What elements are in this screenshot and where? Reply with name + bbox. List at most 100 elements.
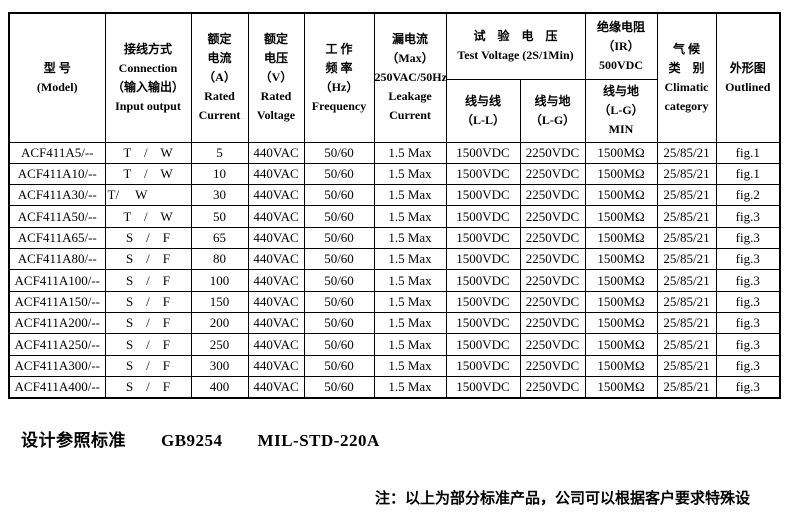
model-cell: ACF411A100/-- xyxy=(8,269,106,292)
rated-current-cell: 200 xyxy=(190,312,249,335)
test-voltage-ll-cell: 1500VDC xyxy=(445,184,521,207)
connection-cell: S / F xyxy=(104,354,192,378)
table-row: ACF411A200/-- S / F 200 440VAC 50/60 1.5… xyxy=(8,312,781,335)
frequency-cell: 50/60 xyxy=(303,162,375,186)
insulation-resistance-cell: 1500MΩ xyxy=(584,269,658,292)
frequency-cell: 50/60 xyxy=(303,354,375,378)
rated-current-cell: 50 xyxy=(190,205,249,228)
rated-voltage-cell: 440VAC xyxy=(247,354,305,378)
connection-cell: S / F xyxy=(104,312,192,335)
table-row: ACF411A100/-- S / F 100 440VAC 50/60 1.5… xyxy=(8,269,781,292)
rated-voltage-cell: 440VAC xyxy=(247,269,305,292)
insulation-resistance-cell: 1500MΩ xyxy=(584,226,658,250)
col-header-rated-current: 额定 电流 （A） Rated Current xyxy=(190,12,249,143)
rated-voltage-cell: 440VAC xyxy=(247,141,305,164)
leakage-current-cell: 1.5 Max xyxy=(373,141,447,164)
connection-cell: S / F xyxy=(104,248,192,271)
rated-current-cell: 300 xyxy=(190,354,249,378)
climatic-category-cell: 25/85/21 xyxy=(656,248,717,271)
test-voltage-ll-cell: 1500VDC xyxy=(445,205,521,228)
model-cell: ACF411A200/-- xyxy=(8,312,106,335)
leakage-current-cell: 1.5 Max xyxy=(373,269,447,292)
climatic-category-cell: 25/85/21 xyxy=(656,184,717,207)
model-cell: ACF411A400/-- xyxy=(8,376,106,399)
test-voltage-lg-cell: 2250VDC xyxy=(519,205,586,228)
rated-voltage-cell: 440VAC xyxy=(247,376,305,399)
rated-current-cell: 65 xyxy=(190,226,249,250)
rated-current-cell: 150 xyxy=(190,290,249,314)
test-voltage-ll-cell: 1500VDC xyxy=(445,290,521,314)
table-row: ACF411A50/-- T / W 50 440VAC 50/60 1.5 M… xyxy=(8,205,781,228)
outline-figure-cell: fig.3 xyxy=(715,269,781,292)
col-header-leakage-current: 漏电流 （Max） 250VAC/50Hz Leakage Current xyxy=(373,12,447,143)
leakage-current-cell: 1.5 Max xyxy=(373,248,447,271)
rated-current-cell: 100 xyxy=(190,269,249,292)
rated-voltage-cell: 440VAC xyxy=(247,290,305,314)
table-row: ACF411A80/-- S / F 80 440VAC 50/60 1.5 M… xyxy=(8,248,781,271)
test-voltage-lg-cell: 2250VDC xyxy=(519,226,586,250)
rated-voltage-cell: 440VAC xyxy=(247,248,305,271)
rated-current-cell: 5 xyxy=(190,141,249,164)
frequency-cell: 50/60 xyxy=(303,290,375,314)
leakage-current-cell: 1.5 Max xyxy=(373,376,447,399)
outline-figure-cell: fig.3 xyxy=(715,226,781,250)
model-cell: ACF411A250/-- xyxy=(8,333,106,356)
frequency-cell: 50/60 xyxy=(303,333,375,356)
leakage-current-cell: 1.5 Max xyxy=(373,354,447,378)
col-header-test-ll: 线与线 （L-L） xyxy=(445,78,521,143)
model-cell: ACF411A65/-- xyxy=(8,226,106,250)
leakage-current-cell: 1.5 Max xyxy=(373,162,447,186)
test-voltage-ll-cell: 1500VDC xyxy=(445,162,521,186)
design-standards-line: 设计参照标准 GB9254 MIL-STD-220A xyxy=(21,431,380,450)
insulation-resistance-cell: 1500MΩ xyxy=(584,376,658,399)
test-voltage-lg-cell: 2250VDC xyxy=(519,376,586,399)
model-cell: ACF411A300/-- xyxy=(8,354,106,378)
model-cell: ACF411A30/-- xyxy=(8,184,106,207)
model-cell: ACF411A150/-- xyxy=(8,290,106,314)
test-voltage-lg-cell: 2250VDC xyxy=(519,333,586,356)
spec-table-body: ACF411A5/-- T / W 5 440VAC 50/60 1.5 Max… xyxy=(8,141,781,399)
col-header-outline: 外形图 Outlined xyxy=(715,12,781,143)
test-voltage-ll-cell: 1500VDC xyxy=(445,141,521,164)
test-voltage-lg-cell: 2250VDC xyxy=(519,354,586,378)
insulation-resistance-cell: 1500MΩ xyxy=(584,333,658,356)
test-voltage-lg-cell: 2250VDC xyxy=(519,162,586,186)
leakage-current-cell: 1.5 Max xyxy=(373,312,447,335)
connection-cell: T / W xyxy=(104,162,192,186)
frequency-cell: 50/60 xyxy=(303,205,375,228)
note-line: 注：以上为部分标准产品，公司可以根据客户要求特殊设 xyxy=(375,491,751,507)
test-voltage-lg-cell: 2250VDC xyxy=(519,312,586,335)
outline-figure-cell: fig.3 xyxy=(715,290,781,314)
frequency-cell: 50/60 xyxy=(303,248,375,271)
leakage-current-cell: 1.5 Max xyxy=(373,290,447,314)
test-voltage-ll-cell: 1500VDC xyxy=(445,333,521,356)
climatic-category-cell: 25/85/21 xyxy=(656,141,717,164)
outline-figure-cell: fig.3 xyxy=(715,333,781,356)
col-header-insulation-resistance: 绝缘电阻 （IR） 500VDC xyxy=(584,12,658,80)
frequency-cell: 50/60 xyxy=(303,226,375,250)
col-header-frequency: 工 作 频 率 （Hz） Frequency xyxy=(303,12,375,143)
outline-figure-cell: fig.3 xyxy=(715,376,781,399)
connection-cell: S / F xyxy=(104,376,192,399)
rated-current-cell: 80 xyxy=(190,248,249,271)
rated-current-cell: 30 xyxy=(190,184,249,207)
leakage-current-cell: 1.5 Max xyxy=(373,226,447,250)
connection-cell: S / F xyxy=(104,269,192,292)
leakage-current-cell: 1.5 Max xyxy=(373,184,447,207)
col-header-model: 型 号 (Model) xyxy=(8,12,106,143)
model-cell: ACF411A5/-- xyxy=(8,141,106,164)
model-cell: ACF411A10/-- xyxy=(8,162,106,186)
col-header-insulation-lg-min: 线与地 （L-G） MIN xyxy=(584,78,658,143)
model-cell: ACF411A50/-- xyxy=(8,205,106,228)
table-row: ACF411A300/-- S / F 300 440VAC 50/60 1.5… xyxy=(8,354,781,378)
frequency-cell: 50/60 xyxy=(303,184,375,207)
rated-voltage-cell: 440VAC xyxy=(247,226,305,250)
insulation-resistance-cell: 1500MΩ xyxy=(584,184,658,207)
outline-figure-cell: fig.3 xyxy=(715,205,781,228)
rated-voltage-cell: 440VAC xyxy=(247,312,305,335)
outline-figure-cell: fig.3 xyxy=(715,354,781,378)
col-header-connection: 接线方式 Connection （输入输出） Input output xyxy=(104,12,192,143)
leakage-current-cell: 1.5 Max xyxy=(373,205,447,228)
rated-voltage-cell: 440VAC xyxy=(247,205,305,228)
climatic-category-cell: 25/85/21 xyxy=(656,226,717,250)
